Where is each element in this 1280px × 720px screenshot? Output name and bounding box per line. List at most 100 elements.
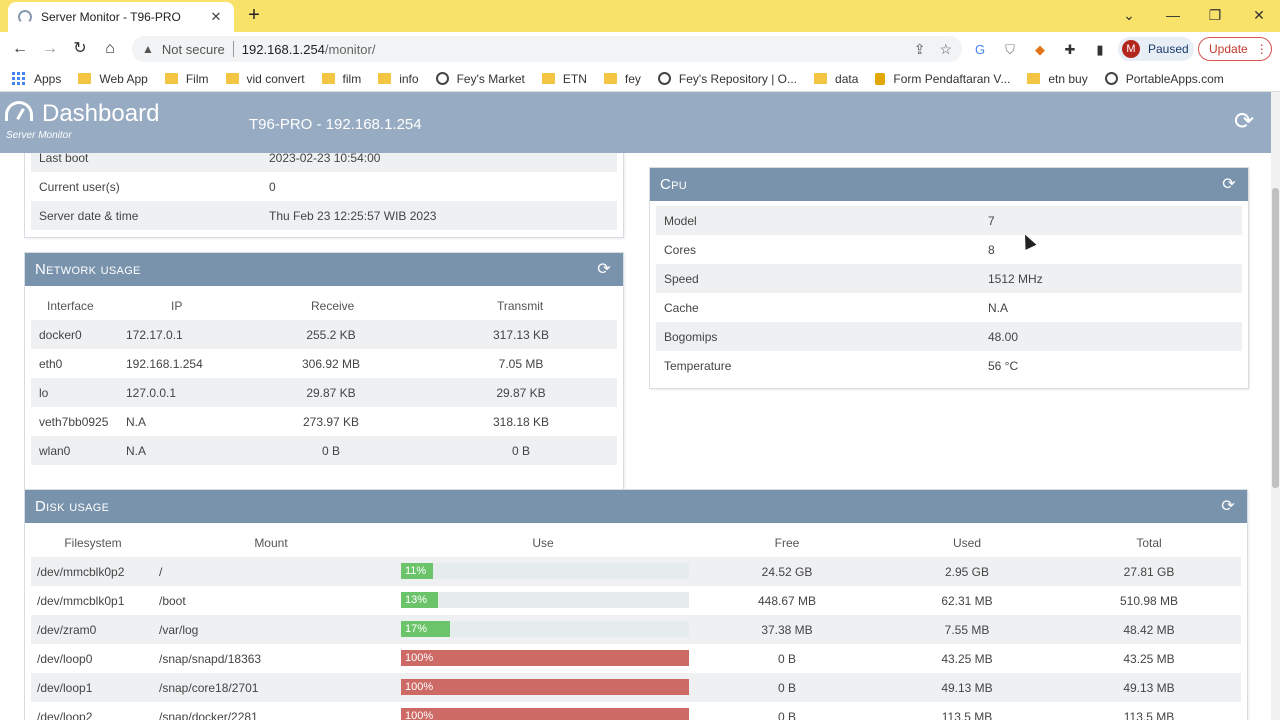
- disk-filesystem: /dev/mmcblk0p1: [37, 593, 125, 608]
- disk-used: 49.13 MB: [941, 680, 993, 695]
- network-row: docker0 172.17.0.1 255.2 KB 317.13 KB: [31, 320, 617, 349]
- gauge-favicon-icon: [18, 10, 32, 24]
- new-tab-button[interactable]: +: [248, 4, 260, 26]
- disk-free: 0 B: [777, 651, 796, 666]
- bookmark-item[interactable]: Web App: [78, 71, 148, 86]
- minimize-window-button[interactable]: —: [1166, 7, 1180, 23]
- update-button[interactable]: Update ⋮: [1198, 37, 1272, 61]
- scrollbar-thumb[interactable]: [1272, 188, 1279, 488]
- system-row: Current user(s) 0: [31, 172, 617, 201]
- tab-close-icon[interactable]: ✕: [210, 9, 222, 24]
- bookmark-label: vid convert: [246, 71, 305, 86]
- disk-panel-title: Disk usage: [35, 498, 110, 515]
- shield-extension-icon[interactable]: ⛉: [1005, 42, 1015, 57]
- gauge-logo-icon: [5, 101, 33, 121]
- forward-arrow-icon[interactable]: →: [42, 40, 58, 57]
- network-interface: docker0: [39, 327, 82, 342]
- disk-row: /dev/loop1/snap/core18/2701 100% 0 B 49.13 …: [31, 673, 1241, 702]
- globe-icon: [1104, 72, 1118, 85]
- bookmark-item[interactable]: PortableApps.com: [1104, 72, 1224, 86]
- side-panel-icon[interactable]: ▮: [1096, 42, 1104, 57]
- apps-grid-icon: [12, 71, 26, 86]
- bookmark-item[interactable]: etn buy: [1027, 72, 1088, 86]
- dashboard-page: Dashboard Server Monitor T96-PRO - 192.1…: [0, 92, 1280, 720]
- reload-icon[interactable]: ↻: [73, 40, 87, 57]
- bookmark-item[interactable]: Apps: [12, 71, 61, 86]
- disk-usage-fill: 100%: [401, 650, 689, 666]
- network-receive: 0 B: [321, 443, 340, 458]
- folder-icon: [225, 73, 239, 84]
- disk-free: 24.52 GB: [761, 564, 813, 579]
- restore-window-button[interactable]: ❐: [1208, 7, 1222, 23]
- cpu-panel-header: Cpu ⟳: [650, 168, 1248, 201]
- cpu-row-value: 7: [988, 213, 995, 228]
- network-interface: lo: [39, 385, 49, 400]
- bookmark-item[interactable]: Fey's Market: [435, 72, 525, 86]
- bookmark-star-icon[interactable]: ☆: [939, 40, 952, 57]
- puzzle-extensions-icon[interactable]: ✚: [1064, 42, 1076, 57]
- browser-tab[interactable]: Server Monitor - T96-PRO ✕: [8, 2, 234, 32]
- profile-status-label: Paused: [1148, 42, 1189, 56]
- disk-refresh-icon[interactable]: ⟳: [1221, 498, 1235, 515]
- refresh-all-icon[interactable]: ⟳: [1233, 108, 1255, 135]
- system-row: Server date & time Thu Feb 23 12:25:57 WI…: [31, 201, 617, 230]
- disk-mount: /var/log: [159, 622, 199, 637]
- disk-used: 2.95 GB: [944, 564, 990, 579]
- disk-column-header: Free: [774, 535, 800, 550]
- tab-title: Server Monitor - T96-PRO: [41, 10, 181, 24]
- cpu-refresh-icon[interactable]: ⟳: [1222, 176, 1236, 193]
- browser-toolbar: ← → ↻ ⌂ ▲ Not secure 192.168.1.254 /moni…: [0, 32, 1280, 66]
- folder-icon: [321, 73, 335, 84]
- bookmark-item[interactable]: Fey's Repository | O...: [657, 72, 797, 86]
- network-receive: 29.87 KB: [306, 385, 356, 400]
- bookmark-label: Web App: [99, 71, 148, 86]
- network-ip: 127.0.0.1: [126, 385, 177, 400]
- bookmark-item[interactable]: fey: [603, 72, 641, 86]
- cpu-row: Speed 1512 MHz: [656, 264, 1242, 293]
- bookmark-item[interactable]: film: [321, 72, 361, 86]
- close-window-button[interactable]: ✕: [1253, 7, 1265, 23]
- folder-icon: [78, 73, 92, 84]
- cpu-row-label: Model: [664, 213, 697, 228]
- disk-usage-bar: 100%: [401, 650, 689, 666]
- bookmark-label: data: [835, 71, 859, 86]
- system-row-label: Current user(s): [39, 179, 120, 194]
- fox-extension-icon[interactable]: ◆: [1035, 42, 1045, 57]
- bookmark-item[interactable]: Film: [164, 72, 209, 86]
- disk-panel-header: Disk usage ⟳: [25, 490, 1247, 523]
- bookmark-item[interactable]: info: [378, 72, 419, 86]
- network-refresh-icon[interactable]: ⟳: [597, 261, 611, 278]
- cpu-panel: Cpu ⟳ Model 7 Cores 8 Speed 1512 MHz Cache N.A B…: [649, 167, 1249, 389]
- translate-extension-icon[interactable]: G: [974, 42, 986, 57]
- page-scrollbar[interactable]: [1271, 92, 1280, 720]
- network-column-header: Interface: [47, 298, 94, 313]
- network-transmit: 318.18 KB: [492, 414, 550, 429]
- back-arrow-icon[interactable]: ←: [12, 40, 28, 57]
- disk-total: 49.13 MB: [1123, 680, 1175, 695]
- disk-row: /dev/loop2/snap/docker/2281 100% 0 B 113.5 …: [31, 702, 1241, 720]
- tab-search-chevron-icon[interactable]: ⌄: [1123, 7, 1135, 23]
- bookmark-item[interactable]: Form Pendaftaran V...: [875, 72, 1010, 86]
- disk-column-header: Filesystem: [64, 535, 122, 550]
- kebab-menu-icon[interactable]: ⋮: [1255, 42, 1268, 56]
- tab-strip: Server Monitor - T96-PRO ✕ + ⌄ — ❐ ✕: [0, 0, 1280, 32]
- disk-mount: /boot: [159, 593, 186, 608]
- address-bar[interactable]: ▲ Not secure 192.168.1.254 /monitor/ ⇪ ☆: [132, 36, 962, 62]
- network-header-row: Interface IP Receive Transmit: [31, 291, 617, 320]
- home-icon[interactable]: ⌂: [105, 40, 115, 57]
- disk-used: 113.5 MB: [941, 709, 993, 720]
- network-ip: 192.168.1.254: [126, 356, 203, 371]
- system-row-value: 2023-02-23 10:54:00: [269, 150, 381, 165]
- disk-row: /dev/zram0/var/log 17% 37.38 MB 7.55 MB 48.4…: [31, 615, 1241, 644]
- disk-mount: /snap/docker/2281: [159, 709, 258, 720]
- share-icon[interactable]: ⇪: [913, 40, 926, 57]
- network-transmit: 29.87 KB: [496, 385, 546, 400]
- bookmark-item[interactable]: vid convert: [225, 71, 305, 86]
- disk-column-header: Use: [532, 535, 554, 550]
- profile-button[interactable]: M Paused: [1118, 37, 1194, 61]
- bookmark-item[interactable]: data: [814, 72, 858, 86]
- network-row: eth0 192.168.1.254 306.92 MB 7.05 MB: [31, 349, 617, 378]
- network-panel-title: Network usage: [35, 261, 141, 278]
- server-hostname: T96-PRO - 192.168.1.254: [249, 116, 422, 133]
- bookmark-item[interactable]: ETN: [541, 72, 587, 86]
